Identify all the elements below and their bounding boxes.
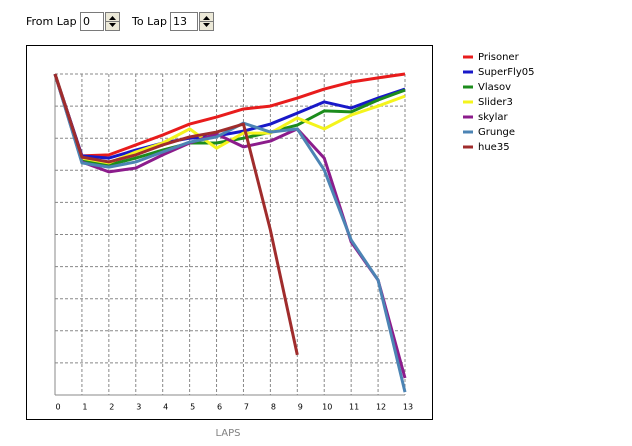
legend-label: Vlasov: [478, 82, 511, 93]
x-tick-label: 6: [217, 403, 222, 412]
legend-label: skylar: [478, 112, 508, 123]
series-line: [53, 73, 299, 356]
from-input[interactable]: 0: [80, 12, 104, 31]
from-spinner[interactable]: [105, 12, 120, 31]
x-tick-label: 7: [244, 403, 249, 412]
spinner-arrows: [106, 16, 119, 27]
chart-frame: [26, 45, 433, 420]
x-tick-label: 1: [82, 403, 87, 412]
legend-label: Prisoner: [478, 52, 520, 63]
legend-label: Grunge: [478, 127, 515, 138]
x-tick-label: 2: [109, 403, 114, 412]
series-line: [53, 72, 406, 158]
x-axis-label: LAPS: [215, 428, 240, 439]
x-tick-label: 10: [322, 403, 332, 412]
to-label: To Lap: [132, 15, 167, 28]
x-tick-label: 13: [403, 403, 413, 412]
series-line: [53, 73, 406, 160]
to-spinner[interactable]: [199, 12, 214, 31]
x-tick-label: 12: [376, 403, 386, 412]
x-tick-label: 5: [190, 403, 195, 412]
x-tick-label: 3: [136, 403, 141, 412]
legend-label: Slider3: [478, 97, 513, 108]
legend-label: hue35: [478, 142, 510, 153]
legend-label: SuperFly05: [478, 67, 534, 78]
x-tick-label: 4: [163, 403, 168, 412]
x-tick-label: 11: [349, 403, 359, 412]
series-line: [53, 73, 407, 393]
to-input[interactable]: 13: [170, 12, 198, 31]
x-tick-label: 0: [55, 403, 60, 412]
spinner-arrows: [200, 16, 213, 27]
from-label: From Lap: [26, 15, 77, 28]
x-tick-label: 9: [298, 403, 303, 412]
x-tick-label: 8: [271, 403, 276, 412]
